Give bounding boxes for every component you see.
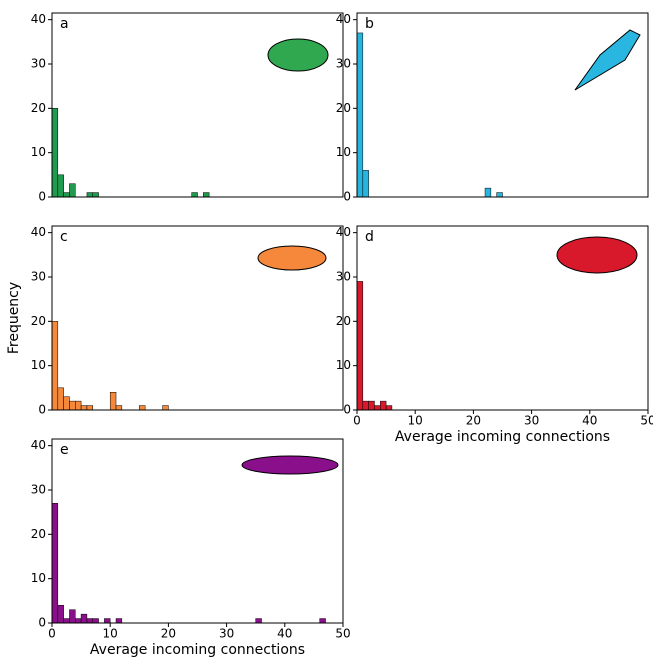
bar — [81, 614, 87, 623]
y-tick-label: 10 — [31, 145, 46, 159]
iguana-icon — [242, 456, 338, 474]
y-tick-label: 40 — [336, 12, 351, 26]
y-tick-label: 30 — [31, 56, 46, 70]
panel-label: c — [60, 229, 68, 245]
x-tick-label: 30 — [219, 627, 234, 641]
bar — [485, 188, 491, 197]
y-tick-label: 40 — [31, 12, 46, 26]
icons — [242, 30, 640, 474]
bar — [52, 321, 58, 410]
x-tick-label: 50 — [640, 414, 653, 428]
bar — [116, 619, 122, 623]
bar — [386, 406, 392, 410]
y-tick-label: 40 — [31, 438, 46, 452]
y-tick-label: 10 — [31, 571, 46, 585]
frog-icon — [268, 39, 328, 71]
x-tick-label: 20 — [161, 627, 176, 641]
bar — [64, 619, 70, 623]
bar — [380, 401, 386, 410]
bar — [369, 401, 375, 410]
x-tick-label: 40 — [277, 627, 292, 641]
bar — [75, 619, 81, 623]
bar — [203, 193, 209, 197]
bar — [497, 193, 503, 197]
bar — [256, 619, 262, 623]
bar — [69, 184, 75, 197]
x-tick-label: 40 — [582, 414, 597, 428]
y-tick-label: 0 — [38, 190, 46, 204]
bar — [69, 401, 75, 410]
y-tick-label: 40 — [31, 225, 46, 239]
x-tick-label: 10 — [103, 627, 118, 641]
bar — [357, 281, 363, 410]
y-tick-label: 20 — [31, 527, 46, 541]
bar — [87, 619, 93, 623]
bar — [87, 193, 93, 197]
y-tick-label: 10 — [336, 358, 351, 372]
bar — [93, 193, 99, 197]
bar — [58, 175, 64, 197]
y-tick-label: 30 — [31, 269, 46, 283]
y-tick-label: 20 — [31, 314, 46, 328]
x-axis-label: Average incoming connections — [90, 642, 305, 658]
x-tick-label: 30 — [524, 414, 539, 428]
y-tick-label: 30 — [336, 269, 351, 283]
bar — [81, 406, 87, 410]
bar — [357, 33, 363, 197]
y-tick-label: 10 — [31, 358, 46, 372]
bar — [192, 193, 198, 197]
y-tick-label: 30 — [31, 482, 46, 496]
y-tick-label: 20 — [31, 101, 46, 115]
bar — [320, 619, 326, 623]
y-tick-label: 0 — [343, 190, 351, 204]
bar — [64, 193, 70, 197]
figure: 0 10 20 30 40 a 0 10 20 30 40 b 0 10 20 30 40 c Frequency 0… — [0, 0, 653, 658]
y-tick-label: 10 — [336, 145, 351, 159]
x-tick-label: 0 — [48, 627, 56, 641]
x-tick-label: 50 — [335, 627, 350, 641]
bar — [104, 619, 110, 623]
bar — [87, 406, 93, 410]
bar — [363, 401, 369, 410]
y-tick-label: 20 — [336, 314, 351, 328]
x-tick-label: 0 — [353, 414, 361, 428]
panel-label: a — [60, 16, 69, 32]
bar — [69, 610, 75, 623]
y-axis-label: Frequency — [6, 282, 22, 354]
y-tick-label: 20 — [336, 101, 351, 115]
hamster-icon — [557, 237, 637, 273]
bar — [93, 619, 99, 623]
y-tick-label: 0 — [38, 403, 46, 417]
y-tick-label: 0 — [38, 616, 46, 630]
panel-label: b — [365, 16, 374, 32]
x-tick-label: 10 — [408, 414, 423, 428]
bar — [163, 406, 169, 410]
panel-label: e — [60, 442, 69, 458]
x-tick-label: 20 — [466, 414, 481, 428]
x-axis-label: Average incoming connections — [395, 429, 610, 445]
panel-label: d — [365, 229, 374, 245]
bar — [52, 503, 58, 623]
bar — [363, 170, 369, 197]
bar — [58, 605, 64, 623]
bar — [75, 401, 81, 410]
bar — [52, 108, 58, 197]
y-tick-label: 30 — [336, 56, 351, 70]
bar — [116, 406, 122, 410]
axes-frame — [357, 13, 648, 197]
bird-icon — [575, 30, 640, 90]
y-tick-label: 40 — [336, 225, 351, 239]
bar — [139, 406, 145, 410]
y-tick-label: 0 — [343, 403, 351, 417]
bar — [58, 388, 64, 410]
fish-icon — [258, 246, 326, 270]
bar — [110, 392, 116, 410]
bar — [374, 406, 380, 410]
bar — [64, 397, 70, 410]
